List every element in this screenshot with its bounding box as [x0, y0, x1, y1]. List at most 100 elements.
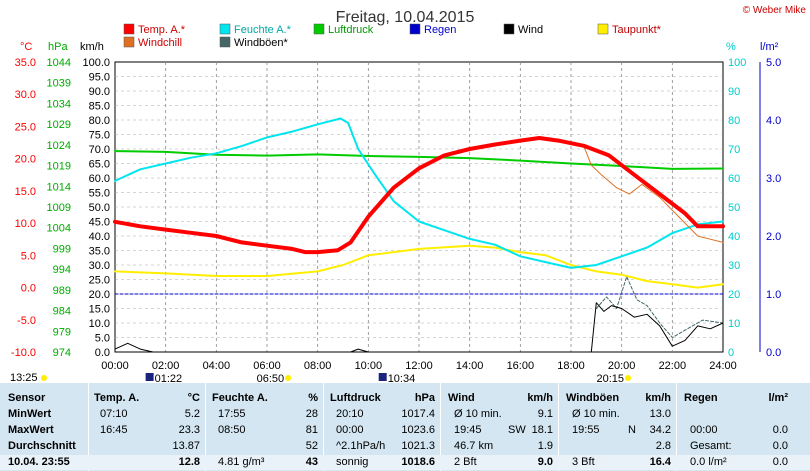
press-tick-label: 994 — [53, 264, 71, 276]
wind-tick-label: 15.0 — [89, 304, 110, 316]
legend-swatch — [219, 23, 231, 35]
wind-tick-label: 25.0 — [89, 275, 110, 287]
header-press: Luftdruck — [330, 392, 381, 404]
cell-w-time: Ø 10 min. — [454, 408, 502, 420]
table-row: 10.04. 23:55 12.8 4.81 g/m³ 43 sonnig 1018.6 2… — [0, 455, 810, 470]
cell-g-val: 16.4 — [649, 456, 671, 468]
cell-label: 10.04. 23:55 — [8, 456, 70, 468]
x-tick-label: 04:00 — [203, 360, 231, 372]
wind-tick-label: 70.0 — [89, 144, 110, 156]
hum-tick-label: 90 — [728, 86, 740, 98]
stats-table: Sensor Temp. A. °C Feuchte A. % Luftdruc… — [0, 383, 810, 471]
press-tick-label: 974 — [53, 347, 71, 359]
x-tick-label: 08:00 — [304, 360, 332, 372]
sunset-label: 20:15 — [596, 373, 624, 383]
wind-tick-label: 55.0 — [89, 188, 110, 200]
cell-r-val: 0.0 — [772, 424, 788, 436]
cell-h-time: 4.81 g/m³ — [218, 456, 265, 468]
press-tick-label: 1024 — [47, 140, 71, 152]
cell-r-time: 00:00 — [690, 424, 718, 436]
markers: 06:50 20:15 01:22 10:34 13:25 — [10, 372, 631, 383]
cell-g-val: 2.8 — [655, 440, 671, 452]
legend-label: Windböen* — [234, 37, 289, 49]
cell-h-val: 28 — [305, 408, 318, 420]
temp-tick-label: -10.0 — [11, 347, 36, 359]
x-tick-label: 14:00 — [456, 360, 484, 372]
cell-h-val: 52 — [305, 440, 318, 452]
hum-unit-label: % — [726, 41, 736, 53]
press-tick-label: 1044 — [47, 57, 71, 69]
max-time-label: 10:34 — [388, 373, 416, 383]
rain-tick-label: 5.0 — [766, 57, 781, 69]
wind-tick-label: 20.0 — [89, 289, 110, 301]
temp-tick-label: -5.0 — [17, 315, 36, 327]
series-line-feuchtea — [114, 117, 724, 269]
series — [113, 117, 725, 353]
sunrise-dot — [285, 375, 292, 381]
wind-tick-label: 65.0 — [89, 159, 110, 171]
grid — [115, 62, 723, 352]
x-tick-label: 24:00 — [709, 360, 737, 372]
header-rain-unit: l/m² — [768, 392, 788, 404]
wind-tick-label: 30.0 — [89, 260, 110, 272]
cell-w-time: 2 Bft — [454, 456, 477, 468]
wind-unit-label: km/h — [80, 41, 104, 53]
header-gust-unit: km/h — [645, 392, 671, 404]
x-tick-label: 00:00 — [101, 360, 129, 372]
legend-swatch — [597, 23, 609, 35]
wind-tick-label: 80.0 — [89, 115, 110, 127]
legend-swatch — [123, 36, 135, 48]
header-gust: Windböen — [566, 392, 620, 404]
wind-tick-label: 45.0 — [89, 217, 110, 229]
temp-tick-label: 15.0 — [15, 186, 36, 198]
press-tick-label: 999 — [53, 243, 71, 255]
rain-unit-label: l/m² — [760, 41, 779, 53]
cell-w-val: 9.0 — [537, 456, 553, 468]
now-label: 13:25 — [10, 372, 38, 383]
x-tick-label: 18:00 — [557, 360, 585, 372]
press-tick-label: 1029 — [47, 119, 71, 131]
cell-p-val: 1017.4 — [401, 408, 435, 420]
legend-label: Luftdruck — [328, 24, 374, 36]
min-time-marker — [145, 373, 154, 381]
table-header-row: Sensor Temp. A. °C Feuchte A. % Luftdruc… — [0, 391, 810, 406]
legend-label: Wind — [518, 24, 543, 36]
hum-tick-label: 20 — [728, 289, 740, 301]
header-wind-unit: km/h — [527, 392, 553, 404]
wind-tick-label: 40.0 — [89, 231, 110, 243]
header-sensor: Sensor — [8, 392, 46, 404]
temp-tick-label: 20.0 — [15, 154, 36, 166]
press-tick-label: 1034 — [47, 98, 71, 110]
hum-tick-label: 100 — [728, 57, 746, 69]
temp-tick-label: 0.0 — [21, 283, 36, 295]
temp-tick-label: 30.0 — [15, 89, 36, 101]
cell-h-time: 08:50 — [218, 424, 246, 436]
wind-tick-label: 50.0 — [89, 202, 110, 214]
legend-swatch — [219, 36, 231, 48]
cell-w-time: 19:45 — [454, 424, 482, 436]
press-tick-label: 1039 — [47, 78, 71, 90]
cell-t-time: 07:10 — [100, 408, 128, 420]
press-unit-label: hPa — [48, 41, 68, 53]
sunrise-label: 06:50 — [257, 373, 285, 383]
table-row: MinWert 07:10 5.2 17:55 28 20:10 1017.4 Ø 10 mi… — [0, 407, 810, 422]
cell-p-time: 00:00 — [336, 424, 364, 436]
cell-w-dir: SW — [508, 424, 526, 436]
press-tick-label: 1009 — [47, 202, 71, 214]
cell-p-val: 1023.6 — [401, 424, 435, 436]
hum-tick-label: 50 — [728, 202, 740, 214]
press-tick-label: 979 — [53, 326, 71, 338]
cell-t-val: 23.3 — [178, 424, 200, 436]
wind-tick-label: 90.0 — [89, 86, 110, 98]
press-tick-label: 989 — [53, 285, 71, 297]
rain-tick-label: 0.0 — [766, 347, 781, 359]
rain-tick-label: 3.0 — [766, 173, 781, 185]
now-dot — [41, 375, 47, 381]
series-line-taupunkt — [114, 244, 724, 289]
cell-t-val: 5.2 — [184, 408, 200, 420]
temp-unit-label: °C — [20, 41, 32, 53]
cell-p-time: ^2.1hPa/h — [336, 440, 386, 452]
series-line-tempa — [113, 136, 725, 255]
header-rain: Regen — [684, 392, 718, 404]
cell-w-val: 18.1 — [531, 424, 553, 436]
